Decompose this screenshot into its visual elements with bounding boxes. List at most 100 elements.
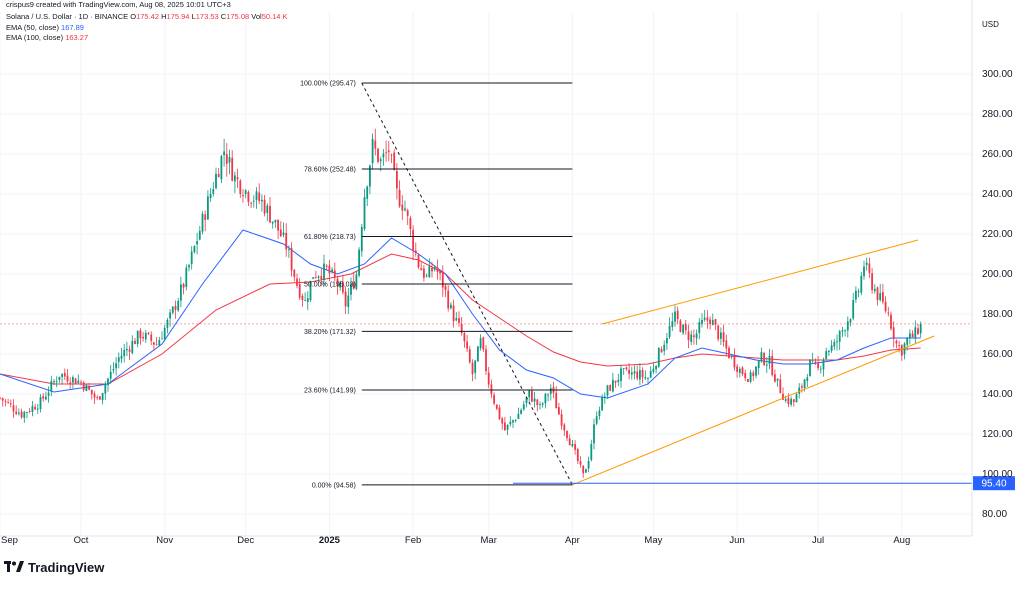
candle: [420, 268, 423, 271]
candle: [520, 409, 522, 414]
candle: [776, 378, 779, 381]
candle: [142, 336, 144, 339]
price-tick-label: 120.00: [982, 429, 1013, 440]
channel-lower-line: [572, 335, 935, 486]
candle: [595, 416, 598, 424]
candle: [679, 320, 682, 332]
candle: [423, 268, 425, 278]
candle: [296, 278, 298, 286]
fib-level-label: 0.00% (94.58): [312, 482, 356, 489]
candle: [555, 392, 558, 409]
candle: [61, 373, 63, 377]
time-tick-label: 2025: [319, 535, 341, 546]
candle: [593, 424, 595, 444]
candle: [625, 367, 628, 370]
volume-value: 50.14 K: [261, 12, 288, 21]
candle: [393, 152, 396, 170]
candle: [328, 265, 331, 274]
candle: [309, 280, 312, 301]
candle: [150, 334, 153, 341]
candle: [919, 323, 922, 334]
candle: [66, 375, 69, 382]
candle: [85, 384, 88, 392]
candle: [47, 392, 50, 396]
candle: [290, 248, 293, 271]
candle: [468, 349, 471, 363]
candle: [185, 267, 188, 288]
ema100-legend[interactable]: EMA (100, close) 163.27: [6, 33, 88, 43]
candle: [790, 398, 792, 405]
candle: [531, 390, 533, 402]
price-axis: USD 300.00 280.00 260.00 240.00 220.00 200.00 1…: [971, 0, 1013, 536]
candle: [298, 284, 301, 298]
symbol-legend[interactable]: Solana / U.S. Dollar · 1D · BINANCE O175…: [6, 12, 288, 22]
grid: [0, 12, 972, 536]
candle: [890, 314, 892, 329]
price-tick-label: 220.00: [982, 229, 1013, 240]
candle: [228, 156, 231, 163]
candle: [576, 449, 579, 462]
candle: [396, 170, 398, 189]
candle: [153, 342, 155, 345]
candle: [190, 251, 193, 265]
candle: [409, 217, 412, 230]
candle: [77, 380, 80, 383]
candle: [204, 214, 207, 220]
candle: [431, 267, 433, 272]
candle: [568, 438, 571, 446]
candle: [620, 368, 622, 382]
candle: [892, 327, 895, 340]
candle: [711, 319, 714, 326]
candle: [846, 321, 849, 331]
candle: [906, 338, 909, 345]
ema50-legend[interactable]: EMA (50, close) 167.89: [6, 23, 84, 33]
candle: [760, 352, 763, 362]
candle: [139, 330, 142, 339]
price-tick-label: 200.00: [982, 269, 1013, 280]
tradingview-logo[interactable]: TradingView: [4, 559, 104, 575]
candle: [879, 293, 882, 301]
candle: [366, 186, 369, 199]
candle: [136, 330, 139, 344]
candle: [458, 318, 460, 324]
candle: [244, 190, 247, 195]
candle: [234, 175, 236, 182]
candle: [714, 319, 717, 325]
candle: [895, 340, 898, 344]
support-price-label: 95.40: [981, 479, 1006, 490]
candle: [703, 317, 706, 320]
candle: [533, 398, 536, 402]
candle: [477, 346, 479, 362]
time-tick-label: Feb: [405, 535, 421, 546]
candle: [876, 287, 879, 300]
candle: [644, 376, 647, 379]
candle: [23, 411, 26, 418]
candle: [20, 411, 23, 418]
attribution-text: crispus9 created with TradingView.com, A…: [6, 0, 231, 9]
candle: [884, 301, 887, 312]
candle: [144, 332, 147, 340]
candle: [93, 393, 96, 398]
price-tick-label: 300.00: [982, 69, 1013, 80]
candle: [31, 406, 34, 412]
candle: [369, 165, 371, 187]
price-tick-label: 160.00: [982, 349, 1013, 360]
candle: [236, 177, 239, 180]
channel-upper-line: [601, 239, 919, 325]
candle: [304, 300, 306, 301]
candle: [279, 229, 282, 237]
candle: [809, 359, 811, 377]
price-axis-unit: USD: [982, 20, 999, 29]
candle: [590, 444, 593, 460]
candle: [617, 379, 620, 382]
candle: [433, 267, 436, 270]
candle: [131, 340, 134, 354]
candle: [744, 373, 747, 379]
candle: [242, 195, 244, 197]
fib-level-label: 50.00% (195.03): [304, 281, 356, 288]
candle: [147, 332, 150, 334]
candle: [63, 372, 66, 377]
candle: [250, 202, 252, 204]
candle: [495, 404, 498, 409]
